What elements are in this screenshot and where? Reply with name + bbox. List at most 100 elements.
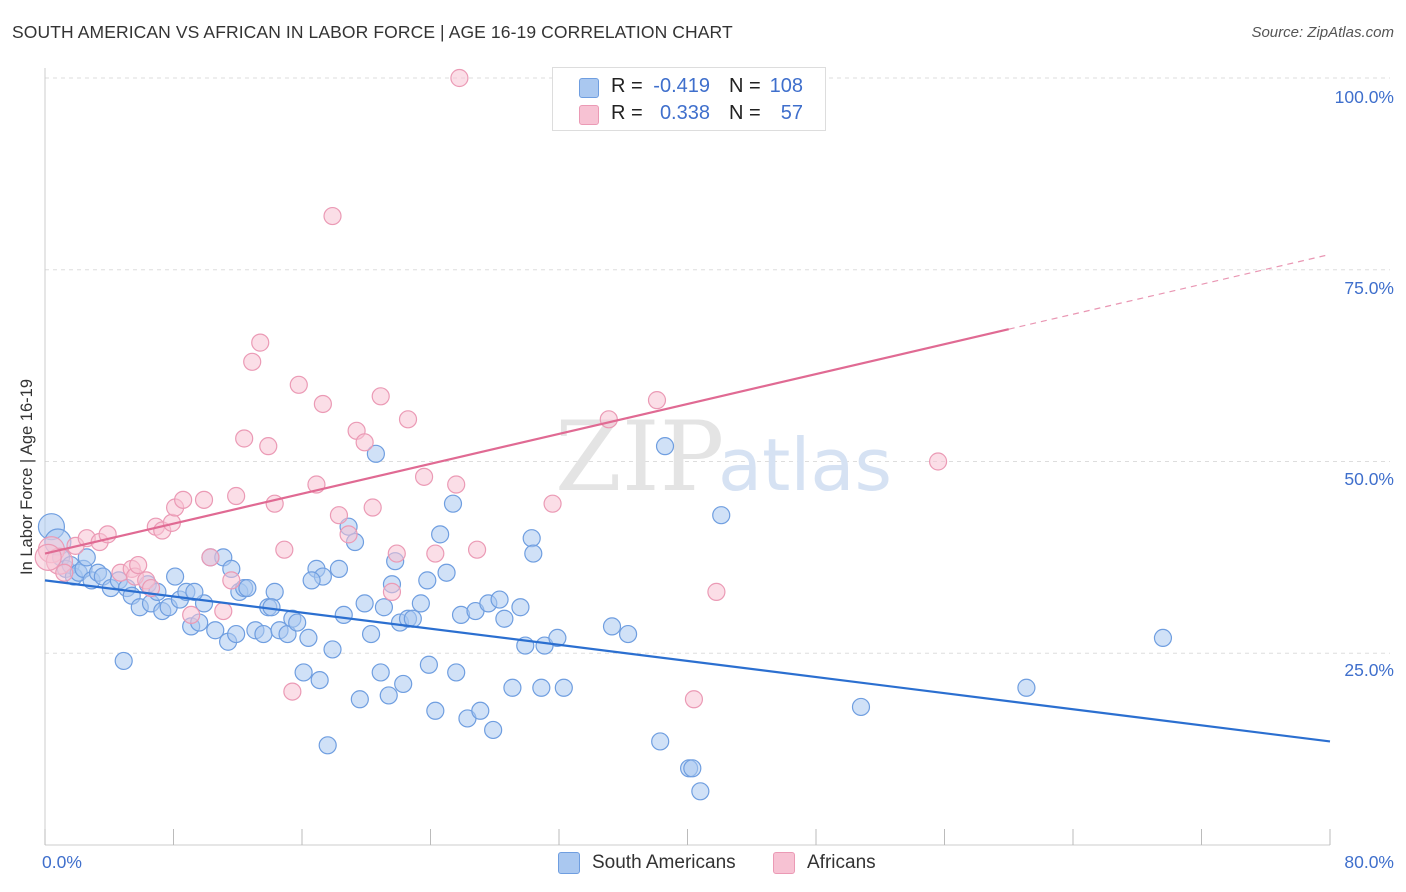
point-south-american <box>418 571 437 590</box>
legend-item-south-americans[interactable]: South Americans <box>558 852 736 874</box>
point-south-american <box>294 663 313 682</box>
point-african <box>339 525 358 544</box>
point-south-american <box>426 701 445 720</box>
point-south-american <box>532 678 551 697</box>
legend-r-value: 0.338 <box>659 102 710 124</box>
point-african <box>707 582 726 601</box>
point-south-american <box>302 571 321 590</box>
legend-row-africans: R = 0.338 N = 57 <box>553 100 825 128</box>
point-south-american <box>651 732 670 751</box>
point-african <box>329 506 349 525</box>
point-south-american <box>431 525 450 544</box>
point-african <box>447 475 466 494</box>
point-south-american <box>1017 678 1036 697</box>
point-south-american <box>379 686 398 705</box>
point-african <box>259 437 278 456</box>
legend-swatch-pink <box>579 105 599 125</box>
point-south-american <box>437 563 456 582</box>
point-south-american <box>254 624 273 644</box>
point-african <box>426 544 445 563</box>
series-south-americans <box>37 437 1173 801</box>
trend-line-africans-extension <box>1008 253 1331 330</box>
point-african <box>289 375 308 394</box>
watermark: ZIP atlas <box>555 401 892 513</box>
axes <box>44 68 1331 846</box>
point-south-american <box>329 559 349 578</box>
point-african <box>398 410 418 429</box>
point-south-american <box>310 670 329 690</box>
point-african <box>387 544 406 563</box>
point-african <box>371 387 390 406</box>
point-african <box>363 498 382 517</box>
point-south-american <box>318 736 337 755</box>
correlation-legend: R = -0.419 N = 108 R = 0.338 N = 57 <box>552 67 826 131</box>
gridlines <box>45 77 1390 654</box>
point-south-american <box>495 609 514 628</box>
point-south-american <box>366 444 385 463</box>
point-african <box>55 563 74 582</box>
point-south-american <box>206 621 225 640</box>
point-african <box>251 333 270 352</box>
point-african <box>194 490 214 509</box>
point-african <box>222 571 241 590</box>
point-african <box>543 494 562 513</box>
y-tick-label-25: 25.0% <box>1344 660 1394 680</box>
legend-swatch-blue <box>558 852 580 874</box>
point-south-american <box>691 782 710 801</box>
legend-swatch-pink <box>773 852 795 874</box>
point-african <box>928 452 948 471</box>
point-african <box>450 68 469 88</box>
point-south-american <box>548 628 567 648</box>
point-african <box>647 391 667 410</box>
legend-item-africans[interactable]: Africans <box>773 852 876 874</box>
point-south-american <box>355 594 374 613</box>
point-south-american <box>602 617 622 636</box>
watermark-zip: ZIP <box>555 401 724 513</box>
point-african <box>243 352 262 371</box>
point-south-american <box>851 697 871 717</box>
point-south-american <box>185 582 204 601</box>
point-african <box>382 582 402 601</box>
point-south-american <box>511 598 530 617</box>
point-south-american <box>394 674 413 694</box>
point-south-american <box>288 613 307 632</box>
point-african <box>214 601 233 621</box>
point-south-american <box>443 494 463 513</box>
point-south-american <box>683 759 702 778</box>
point-african <box>355 433 374 452</box>
legend-label-africans: Africans <box>807 852 876 873</box>
legend-swatch-blue <box>579 78 599 98</box>
legend-r-value: -0.419 <box>653 75 710 97</box>
legend-n-label: N = <box>729 75 761 97</box>
watermark-atlas: atlas <box>718 423 892 507</box>
point-african <box>201 548 220 567</box>
point-south-american <box>265 582 284 601</box>
y-tick-label-100: 100.0% <box>1334 87 1394 107</box>
legend-label-south-americans: South Americans <box>592 852 736 873</box>
point-south-american <box>490 590 509 609</box>
point-south-american <box>411 594 430 613</box>
point-south-american <box>712 506 731 525</box>
legend-n-value: 57 <box>780 102 803 124</box>
point-south-american <box>350 690 369 709</box>
x-tick-label-min: 0.0% <box>42 852 82 872</box>
point-south-american <box>323 640 342 659</box>
point-african <box>34 543 62 571</box>
legend-n-value: 108 <box>769 75 803 97</box>
x-tick-label-max: 80.0% <box>1344 852 1394 872</box>
point-south-american <box>227 624 246 644</box>
point-south-american <box>371 663 390 682</box>
point-south-american <box>447 663 466 682</box>
trend-line-africans <box>44 328 1009 555</box>
point-african <box>275 540 294 559</box>
point-african <box>684 690 704 709</box>
point-south-american <box>299 628 318 648</box>
legend-row-south-americans: R = -0.419 N = 108 <box>553 73 825 101</box>
point-african <box>129 555 148 575</box>
point-african <box>227 486 246 506</box>
point-african <box>283 682 302 701</box>
point-south-american <box>238 578 257 598</box>
point-south-american <box>522 529 541 548</box>
trend-lines <box>44 253 1331 743</box>
